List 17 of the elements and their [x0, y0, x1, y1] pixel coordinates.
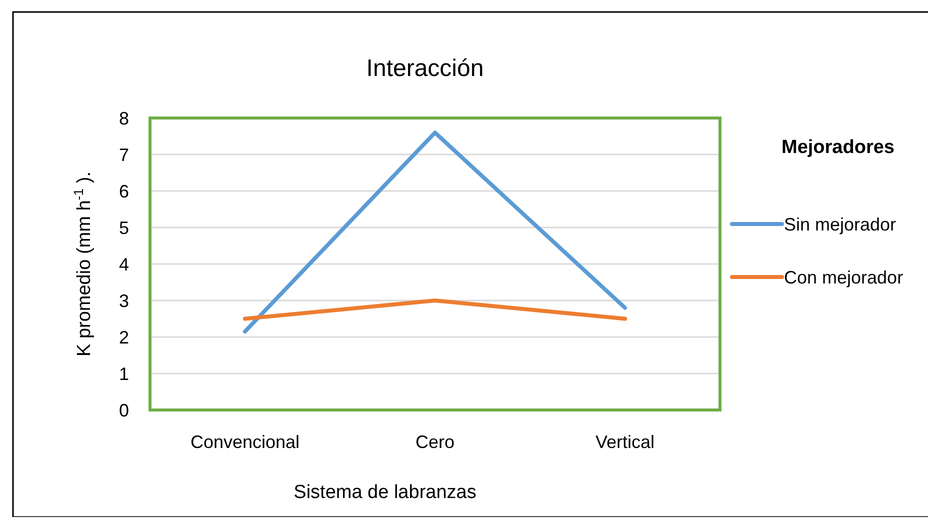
y-tick-label: 0	[118, 400, 130, 420]
y-tick-label: 3	[118, 290, 130, 311]
x-tick-label: Vertical	[595, 432, 655, 452]
x-axis-title: Sistema de labranzas	[294, 482, 476, 503]
y-tick-label: 7	[118, 144, 130, 165]
chart-title: Interacción	[366, 55, 484, 82]
y-tick-label: 2	[118, 327, 130, 348]
legend-label: Sin mejorador	[784, 214, 896, 234]
legend-title: Mejoradores	[782, 137, 894, 158]
y-tick-label: 1	[118, 364, 130, 384]
legend-label: Con mejorador	[784, 267, 904, 288]
y-tick-label: 4	[118, 254, 130, 274]
y-tick-label: 8	[118, 108, 130, 128]
y-tick-label: 6	[118, 181, 130, 202]
y-tick-label: 5	[118, 218, 130, 238]
x-tick-label: Convencional	[190, 432, 300, 452]
x-tick-label: Cero	[415, 432, 455, 452]
